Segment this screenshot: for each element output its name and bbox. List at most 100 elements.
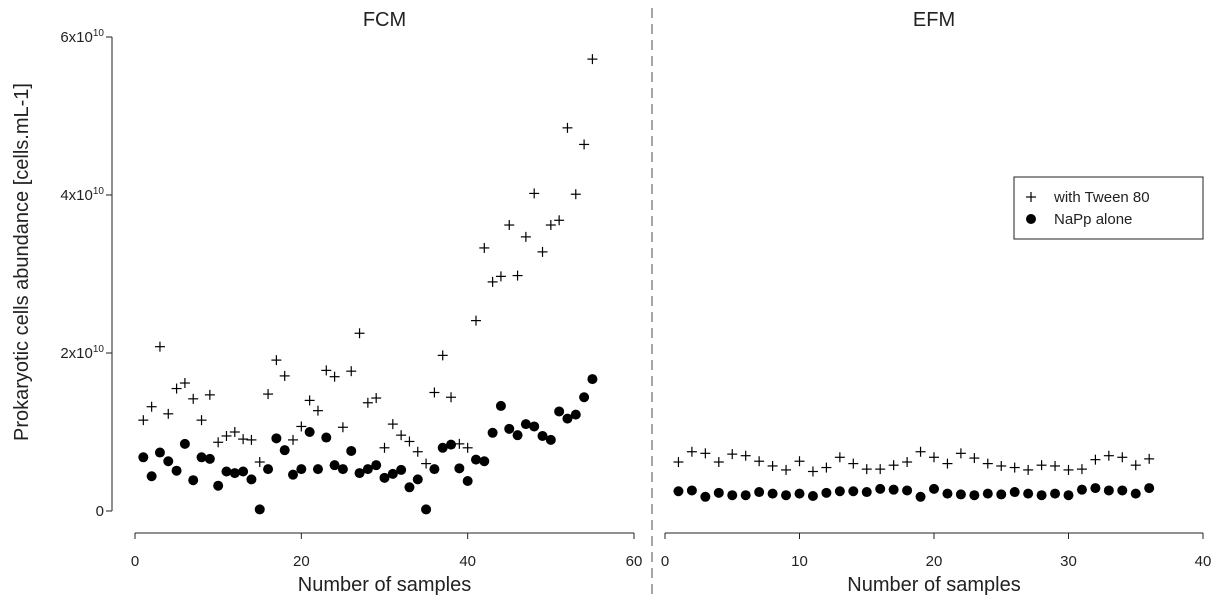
efm-plus-point bbox=[982, 458, 993, 469]
fcm-dot-point bbox=[154, 447, 165, 458]
fcm-plus-point bbox=[379, 442, 390, 453]
efm-plus-point bbox=[781, 464, 792, 475]
fcm-dot-point bbox=[163, 456, 174, 467]
efm-dot-point bbox=[767, 488, 778, 499]
fcm-plus-point bbox=[263, 389, 274, 400]
fcm-dot-point bbox=[454, 463, 465, 474]
fcm-plus-point bbox=[437, 350, 448, 361]
fcm-dot-point bbox=[529, 421, 540, 432]
efm-plus-point bbox=[1050, 460, 1061, 471]
y-tick-label: 6x1010 bbox=[60, 28, 104, 46]
fcm-plus-point bbox=[412, 446, 423, 457]
efm-dot-point bbox=[1023, 488, 1034, 499]
fcm-plus-point bbox=[495, 271, 506, 282]
fcm-plus-point bbox=[246, 434, 257, 445]
efm-plus-point bbox=[969, 453, 980, 464]
efm-dot-point bbox=[834, 486, 845, 497]
efm-dot-point bbox=[1103, 485, 1114, 496]
efm-plus-point bbox=[1130, 460, 1141, 471]
fcm-dot-point bbox=[171, 465, 182, 476]
efm-plus-point bbox=[888, 460, 899, 471]
efm-dot-point bbox=[1009, 487, 1020, 498]
efm-dot-point bbox=[807, 490, 818, 501]
efm-dot-point bbox=[875, 483, 886, 494]
fcm-dot-point bbox=[479, 456, 490, 467]
fcm-plus-point bbox=[154, 341, 165, 352]
fcm-plus-point bbox=[429, 387, 440, 398]
y-tick-mantissa: 6x10 bbox=[60, 29, 93, 46]
efm-dot-point bbox=[754, 487, 765, 498]
fcm-dot-point bbox=[570, 409, 581, 420]
fcm-plus-point bbox=[196, 415, 207, 426]
fcm-plus-point bbox=[470, 315, 481, 326]
efm-dot-point bbox=[713, 487, 724, 498]
fcm-dot-point bbox=[396, 464, 407, 475]
efm-x-tick-label: 20 bbox=[926, 553, 943, 570]
fcm-dot-point bbox=[354, 468, 365, 479]
fcm-dot-point bbox=[312, 464, 323, 475]
efm-plus-point bbox=[673, 457, 684, 468]
fcm-dot-point bbox=[412, 474, 423, 485]
fcm-dot-point bbox=[271, 433, 282, 444]
efm-dot-point bbox=[942, 488, 953, 499]
fcm-dot-point bbox=[188, 475, 199, 486]
y-tick-mantissa: 2x10 bbox=[60, 345, 93, 362]
fcm-plus-point bbox=[396, 430, 407, 441]
fcm-dot-point bbox=[495, 400, 506, 411]
efm-dot-point bbox=[888, 484, 899, 495]
efm-dot-point bbox=[1050, 488, 1061, 499]
fcm-dot-point bbox=[304, 427, 315, 437]
fcm-plus-point bbox=[545, 220, 556, 231]
fcm-plus-point bbox=[554, 215, 565, 226]
fcm-dot-point bbox=[587, 374, 598, 385]
fcm-plus-point bbox=[296, 421, 307, 432]
fcm-plus-point bbox=[213, 437, 224, 448]
efm-dot-point bbox=[1130, 488, 1141, 499]
y-tick-mantissa: 4x10 bbox=[60, 187, 93, 204]
efm-plus-point bbox=[1144, 453, 1155, 464]
fcm-plus-point bbox=[163, 408, 174, 419]
efm-plus-point bbox=[861, 464, 872, 475]
efm-plus-point bbox=[848, 458, 859, 469]
fcm-plus-point bbox=[446, 392, 457, 403]
fcm-plus-point bbox=[171, 383, 182, 394]
fcm-plus-point bbox=[529, 188, 540, 199]
efm-plus-point bbox=[1103, 450, 1114, 461]
efm-dot-point bbox=[902, 485, 913, 496]
fcm-dot-point bbox=[429, 464, 440, 475]
fcm-plus-point bbox=[229, 427, 240, 437]
fcm-plus-point bbox=[454, 438, 465, 449]
fcm-dot-point bbox=[387, 468, 398, 479]
efm-x-tick-label: 40 bbox=[1195, 553, 1212, 570]
fcm-plus-point bbox=[579, 139, 590, 150]
efm-dot-point bbox=[781, 490, 792, 501]
fcm-plus-point bbox=[354, 328, 365, 339]
fcm-dot-point bbox=[504, 423, 515, 434]
efm-x-tick-label: 0 bbox=[661, 553, 669, 570]
fcm-dot-point bbox=[421, 504, 432, 515]
fcm-plus-point bbox=[346, 366, 357, 377]
efm-plus-point bbox=[740, 450, 751, 461]
fcm-dot-point bbox=[346, 445, 357, 456]
fcm-plus-point bbox=[479, 242, 490, 253]
efm-plus-point bbox=[996, 460, 1007, 471]
efm-plus-point bbox=[1036, 460, 1047, 471]
efm-dot-point bbox=[727, 490, 738, 501]
fcm-dot-point bbox=[470, 454, 481, 465]
fcm-x-tick-label: 60 bbox=[626, 553, 643, 570]
fcm-plus-point bbox=[321, 365, 332, 376]
efm-dot-point bbox=[982, 488, 993, 499]
y-tick-exponent: 10 bbox=[93, 344, 105, 355]
fcm-x-axis-label: Number of samples bbox=[298, 574, 471, 596]
efm-title: EFM bbox=[913, 9, 955, 31]
fcm-plus-point bbox=[188, 393, 199, 404]
fcm-plus-point bbox=[337, 422, 348, 433]
efm-dot-point bbox=[996, 489, 1007, 500]
fcm-dot-point bbox=[579, 392, 590, 403]
fcm-plus-point bbox=[537, 246, 548, 257]
efm-plus-point bbox=[929, 452, 939, 463]
fcm-dot-point bbox=[462, 475, 473, 486]
fcm-dot-point bbox=[554, 406, 565, 417]
